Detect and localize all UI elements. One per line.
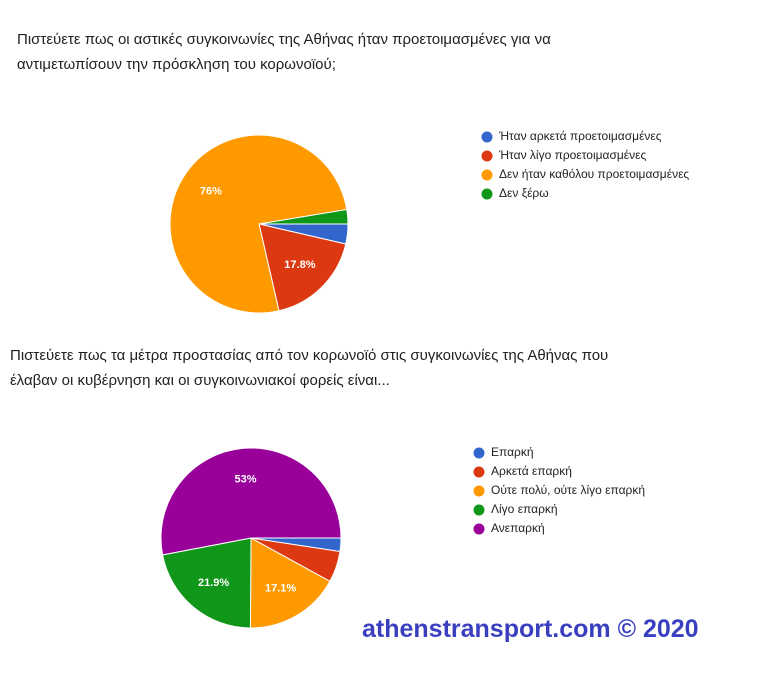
slice-label: 53% (234, 474, 256, 486)
legend-swatch (481, 188, 493, 200)
legend-swatch (473, 504, 485, 516)
legend-label: Επαρκή (491, 445, 534, 459)
legend-swatch (481, 169, 493, 181)
slice-label: 21.9% (198, 577, 229, 589)
slice-label: 17.8% (284, 259, 315, 271)
pie-slice (249, 537, 331, 629)
legend-label: Δεν ξέρω (499, 186, 549, 200)
slice-label: 76% (200, 186, 222, 198)
pie-slice (258, 208, 349, 225)
slice-label: 17.1% (265, 582, 296, 594)
question-title: έλαβαν οι κυβέρνηση και οι συγκοινωνιακο… (10, 372, 390, 389)
legend-label: Ήταν αρκετά προετοιμασμένες (498, 129, 662, 143)
legend-label: Δεν ήταν καθόλου προετοιμασμένες (499, 167, 689, 181)
question-title: Πιστεύετε πως οι αστικές συγκοινωνίες τη… (17, 31, 551, 48)
watermark: athenstransport.com © 2020 (362, 615, 699, 643)
pie-slice (162, 537, 252, 629)
pie-slice (169, 134, 348, 314)
pie-slice (160, 447, 342, 556)
legend-label: Ούτε πολύ, ούτε λίγο επαρκή (491, 483, 645, 497)
question-title: αντιμετωπίσουν την πρόσκληση του κορωνοϊ… (17, 56, 336, 73)
legend-swatch (473, 447, 485, 459)
legend-swatch (481, 150, 493, 162)
pie-slice (258, 223, 347, 312)
legend-swatch (481, 131, 493, 143)
legend-swatch (473, 485, 485, 497)
legend-label: Λίγο επαρκή (491, 502, 558, 516)
legend-swatch (473, 523, 485, 535)
legend-swatch (473, 466, 485, 478)
question-title: Πιστεύετε πως τα μέτρα προστασίας από το… (10, 347, 608, 364)
legend-label: Ανεπαρκή (491, 521, 545, 535)
legend-label: Ήταν λίγο προετοιμασμένες (498, 148, 646, 162)
legend-label: Αρκετά επαρκή (491, 464, 572, 478)
